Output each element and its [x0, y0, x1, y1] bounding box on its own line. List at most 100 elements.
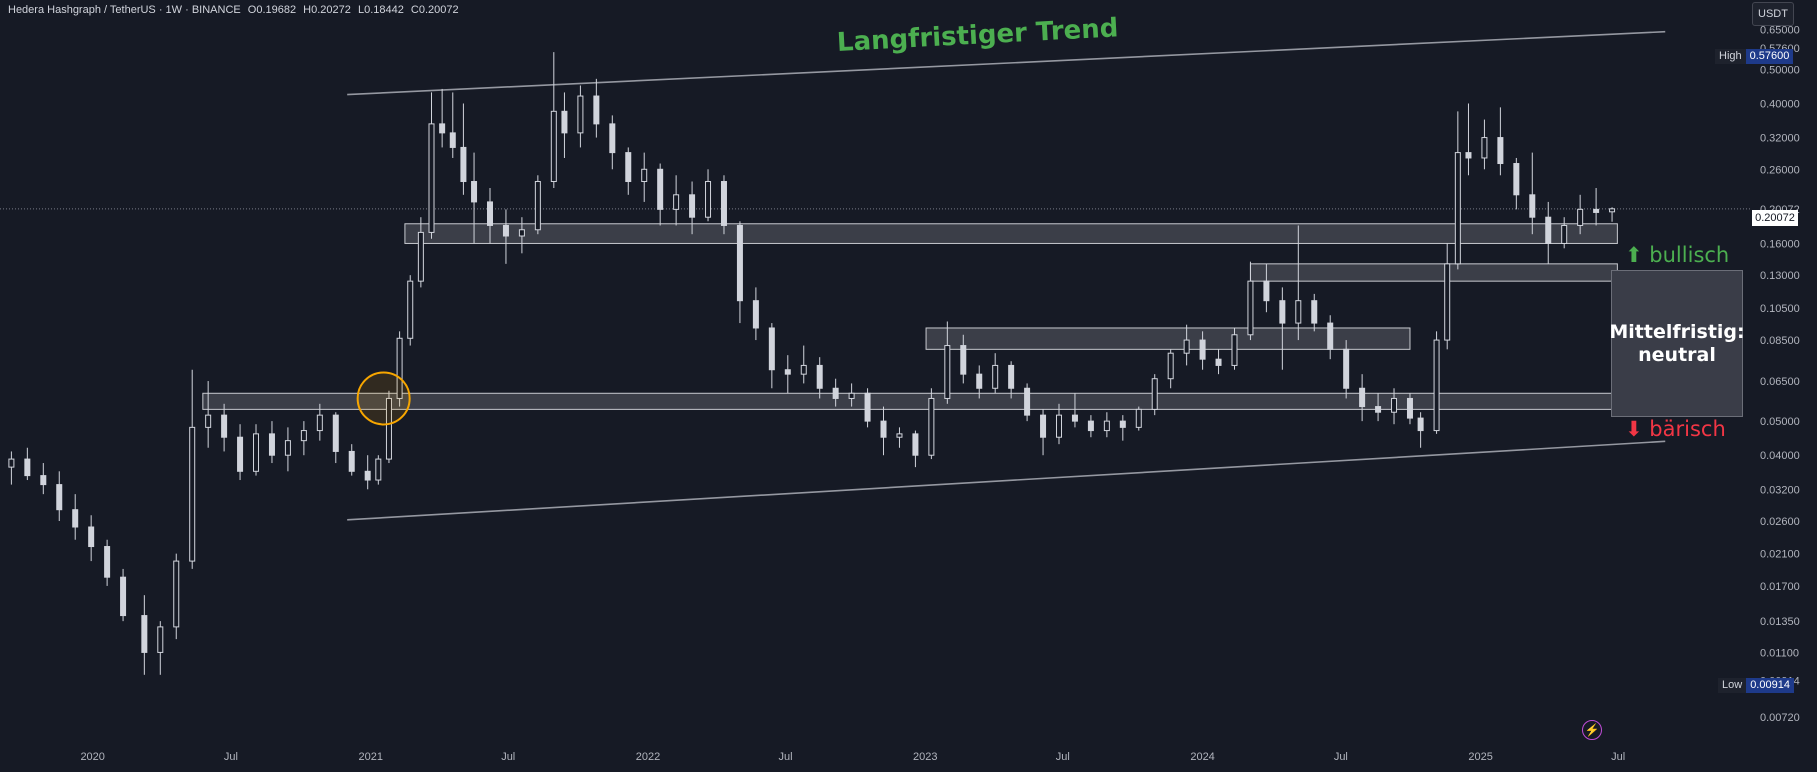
candle: [1593, 188, 1600, 226]
candle: [720, 175, 727, 235]
candle-body-up: [1183, 339, 1190, 354]
candle: [1040, 409, 1047, 456]
candle: [1497, 107, 1504, 176]
candle-body-up: [300, 430, 307, 442]
candle: [417, 217, 424, 288]
candle-body-down: [1513, 163, 1520, 196]
candle: [471, 152, 478, 244]
price-tick-label: 0.02100: [1760, 549, 1800, 561]
candle-body-down: [720, 181, 727, 226]
candle-body-down: [104, 546, 111, 578]
low-value: L0.18442: [357, 4, 404, 16]
price-axis[interactable]: 0.650000.576000.500000.400000.320000.260…: [1760, 24, 1800, 724]
breakout-circle: [356, 371, 411, 426]
candle-body-up: [316, 414, 323, 432]
candle-body-down: [1119, 420, 1126, 428]
trend-line: [347, 440, 1666, 521]
mid-term-box[interactable]: Mittelfristig: neutral: [1609, 270, 1745, 417]
candle-body-down: [40, 475, 47, 486]
price-tick-label: 0.65000: [1760, 24, 1800, 36]
time-tick-label: 2023: [913, 751, 937, 763]
candle-body-down: [657, 168, 664, 210]
candle: [992, 353, 999, 394]
candle: [1247, 261, 1254, 341]
candle: [577, 85, 584, 148]
candle-body-down: [24, 458, 31, 477]
candle: [268, 421, 275, 464]
time-tick-label: Jul: [778, 751, 792, 763]
candle: [1465, 103, 1472, 176]
candle-body-up: [157, 626, 164, 653]
candle-body-down: [486, 201, 493, 226]
time-axis[interactable]: 2020 Jul 2021 Jul 2022 Jul 2023 Jul 2024 Jul 2025 J…: [80, 751, 1625, 763]
candle: [428, 92, 435, 239]
price-tick-label: 0.16000: [1760, 238, 1800, 250]
candle: [657, 163, 664, 226]
candle-body-down: [1406, 397, 1413, 419]
candle-body-down: [1008, 364, 1015, 389]
candle: [284, 427, 291, 472]
candle: [300, 421, 307, 456]
candle-body-down: [56, 484, 63, 511]
candle: [864, 388, 871, 428]
zone-rect: [925, 327, 1411, 350]
candle: [439, 88, 446, 148]
symbol-title[interactable]: Hedera Hashgraph / TetherUS · 1W · BINAN…: [8, 4, 241, 16]
candle-body-down: [784, 369, 791, 375]
candle: [460, 103, 467, 195]
candle: [816, 357, 823, 399]
candle: [396, 331, 403, 407]
candle: [960, 334, 967, 384]
candle: [880, 406, 887, 456]
high-badge: High 0.57600: [1715, 49, 1794, 64]
candle-body-up: [534, 181, 541, 231]
candle: [72, 494, 79, 540]
candle: [1279, 287, 1286, 370]
zone-rect: [404, 223, 1618, 244]
candle: [1295, 225, 1302, 341]
candle-body-down: [768, 327, 775, 371]
candle: [561, 92, 568, 158]
time-tick-label: 2025: [1468, 751, 1492, 763]
candle: [550, 52, 557, 189]
candle: [120, 568, 127, 622]
bullish-label[interactable]: ⬆ bullisch: [1625, 243, 1729, 267]
candle: [348, 444, 355, 476]
candle-body-down: [752, 300, 759, 329]
candle-body-up: [641, 168, 648, 183]
candle-body-up: [1391, 397, 1398, 413]
bolt-icon[interactable]: ⚡: [1582, 720, 1602, 740]
candle-body-up: [705, 181, 712, 218]
candle: [1056, 403, 1063, 445]
candle: [502, 209, 509, 264]
down-arrow-icon: ⬇: [1625, 417, 1643, 441]
candle-body-down: [72, 509, 79, 528]
currency-button[interactable]: USDT: [1752, 2, 1794, 26]
candle-body-down: [1199, 339, 1206, 360]
candle: [1406, 393, 1413, 425]
candle-body-down: [976, 373, 983, 389]
candle: [157, 621, 164, 675]
low-badge-label: Low: [1718, 678, 1747, 693]
bearish-label[interactable]: ⬇ bärisch: [1625, 417, 1726, 441]
candle-body-up: [928, 397, 935, 456]
candle: [1433, 331, 1440, 434]
time-tick-label: Jul: [224, 751, 238, 763]
candle-body-down: [960, 345, 967, 375]
candle-body-up: [800, 364, 807, 375]
price-tick-label: 0.02600: [1760, 516, 1800, 528]
candle-body-down: [880, 420, 887, 438]
price-tick-label: 0.08500: [1760, 335, 1800, 347]
candle: [1577, 194, 1584, 235]
candle: [1215, 349, 1222, 375]
candle: [1343, 340, 1350, 399]
candle-body-down: [1311, 300, 1318, 324]
candle: [768, 323, 775, 389]
candle: [1119, 415, 1126, 441]
candle: [1375, 393, 1382, 422]
high-badge-value: 0.57600: [1745, 49, 1794, 64]
candle-body-down: [593, 95, 600, 125]
candles: [8, 52, 1616, 675]
candle: [1008, 361, 1015, 399]
